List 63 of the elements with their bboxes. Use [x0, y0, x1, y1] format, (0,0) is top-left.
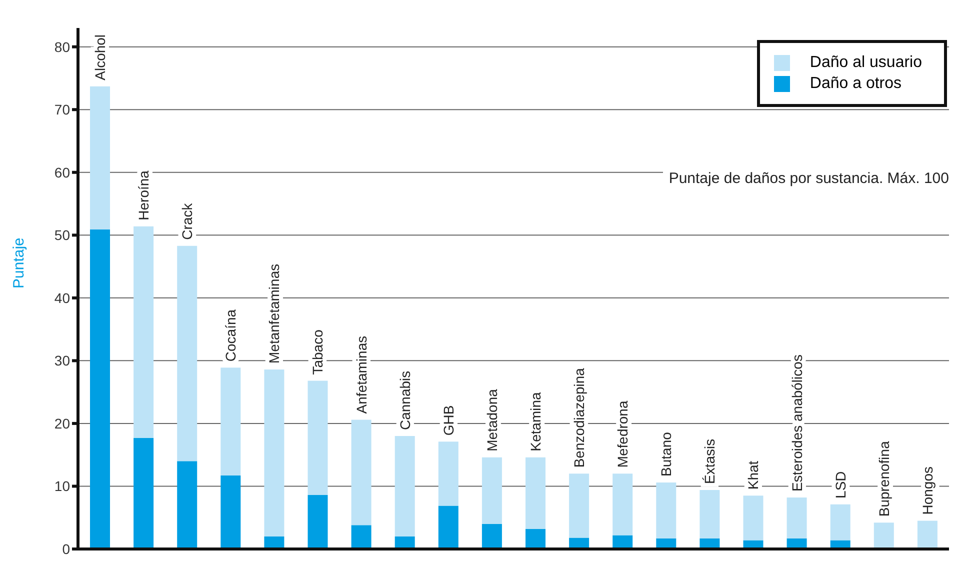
x-tick-label: Éxtasis [702, 438, 718, 484]
y-tick-label: 10 [54, 478, 70, 494]
x-tick-label: Esteroides anabólicos [788, 354, 805, 492]
y-axis-title: Puntaje [10, 238, 28, 288]
y-tick-label: 60 [54, 164, 70, 180]
bar [656, 482, 676, 538]
bar [874, 522, 894, 549]
x-tick-label: Khat [745, 460, 762, 490]
bar [134, 226, 154, 438]
bar [134, 438, 154, 549]
y-tick-label: 0 [62, 540, 70, 557]
x-tick-label: Tabaco [310, 329, 326, 375]
bar [612, 535, 633, 549]
y-tick-label: 80 [54, 38, 70, 55]
bar [351, 525, 372, 549]
x-tick-label: Crack [179, 202, 196, 240]
x-tick-label: Ketamina [528, 392, 544, 452]
y-tick-label: 40 [54, 290, 70, 306]
bar [526, 528, 546, 549]
x-tick-label: LSD [832, 471, 848, 498]
x-tick-label: Anfetaminas [353, 336, 370, 414]
bar [351, 420, 372, 526]
x-tick-label: GHB [440, 405, 456, 436]
bar [264, 369, 284, 536]
bar [394, 436, 415, 536]
bar [482, 524, 502, 549]
bar [569, 474, 590, 538]
bar [612, 474, 633, 536]
x-tick-label: Metadona [484, 388, 500, 452]
bar [743, 496, 764, 540]
y-tick-label: 70 [54, 102, 70, 118]
bar [438, 506, 458, 549]
y-tick-label: 20 [54, 415, 70, 432]
legend-label: Daño al usuario [810, 54, 922, 72]
bar [700, 490, 720, 538]
x-tick-label: Hongos [919, 466, 936, 515]
bar [177, 246, 198, 462]
bar [90, 86, 110, 230]
bar [438, 442, 458, 506]
bar [526, 457, 546, 529]
bar [917, 520, 938, 549]
bar [90, 229, 110, 549]
x-tick-label: Heroína [136, 170, 152, 220]
bar [177, 461, 198, 549]
bar [220, 368, 241, 476]
x-tick-label: Cannabis [396, 370, 413, 430]
y-tick-label: 50 [54, 227, 70, 244]
bar [308, 380, 328, 496]
x-tick-label: Metanfetaminas [266, 264, 282, 364]
bar [830, 504, 850, 540]
x-tick-label: Butano [658, 432, 674, 476]
x-tick-label: Alcohol [92, 34, 108, 80]
legend-label: Daño a otros [810, 75, 902, 93]
x-tick-label: Mefedrona [614, 400, 631, 468]
y-tick-label: 30 [54, 352, 70, 369]
bar [482, 457, 502, 524]
annotation: Puntaje de daños por sustancia. Máx. 100 [662, 170, 955, 187]
bar [308, 495, 328, 549]
bar [786, 498, 807, 538]
bar [220, 476, 241, 549]
x-tick-label: Benzodiazepina [571, 368, 588, 468]
x-tick-label: Cocaína [222, 309, 239, 362]
x-tick-label: Buprenofina [876, 440, 892, 517]
